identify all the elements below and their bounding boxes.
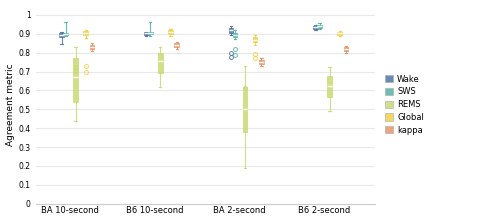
PathPatch shape (158, 53, 162, 72)
PathPatch shape (174, 43, 179, 48)
PathPatch shape (63, 33, 68, 35)
PathPatch shape (144, 32, 148, 35)
PathPatch shape (242, 87, 248, 132)
PathPatch shape (314, 26, 318, 29)
PathPatch shape (148, 32, 152, 34)
PathPatch shape (344, 47, 348, 51)
PathPatch shape (232, 33, 237, 37)
PathPatch shape (259, 60, 264, 64)
PathPatch shape (253, 37, 258, 42)
PathPatch shape (90, 45, 94, 49)
PathPatch shape (228, 28, 234, 33)
PathPatch shape (318, 25, 322, 28)
PathPatch shape (338, 32, 342, 35)
PathPatch shape (84, 31, 88, 35)
PathPatch shape (59, 33, 64, 37)
Legend: Wake, SWS, REMS, Global, kappa: Wake, SWS, REMS, Global, kappa (382, 72, 426, 137)
Y-axis label: Agreement metric: Agreement metric (6, 63, 15, 146)
PathPatch shape (73, 58, 78, 102)
PathPatch shape (328, 76, 332, 97)
PathPatch shape (168, 30, 172, 34)
